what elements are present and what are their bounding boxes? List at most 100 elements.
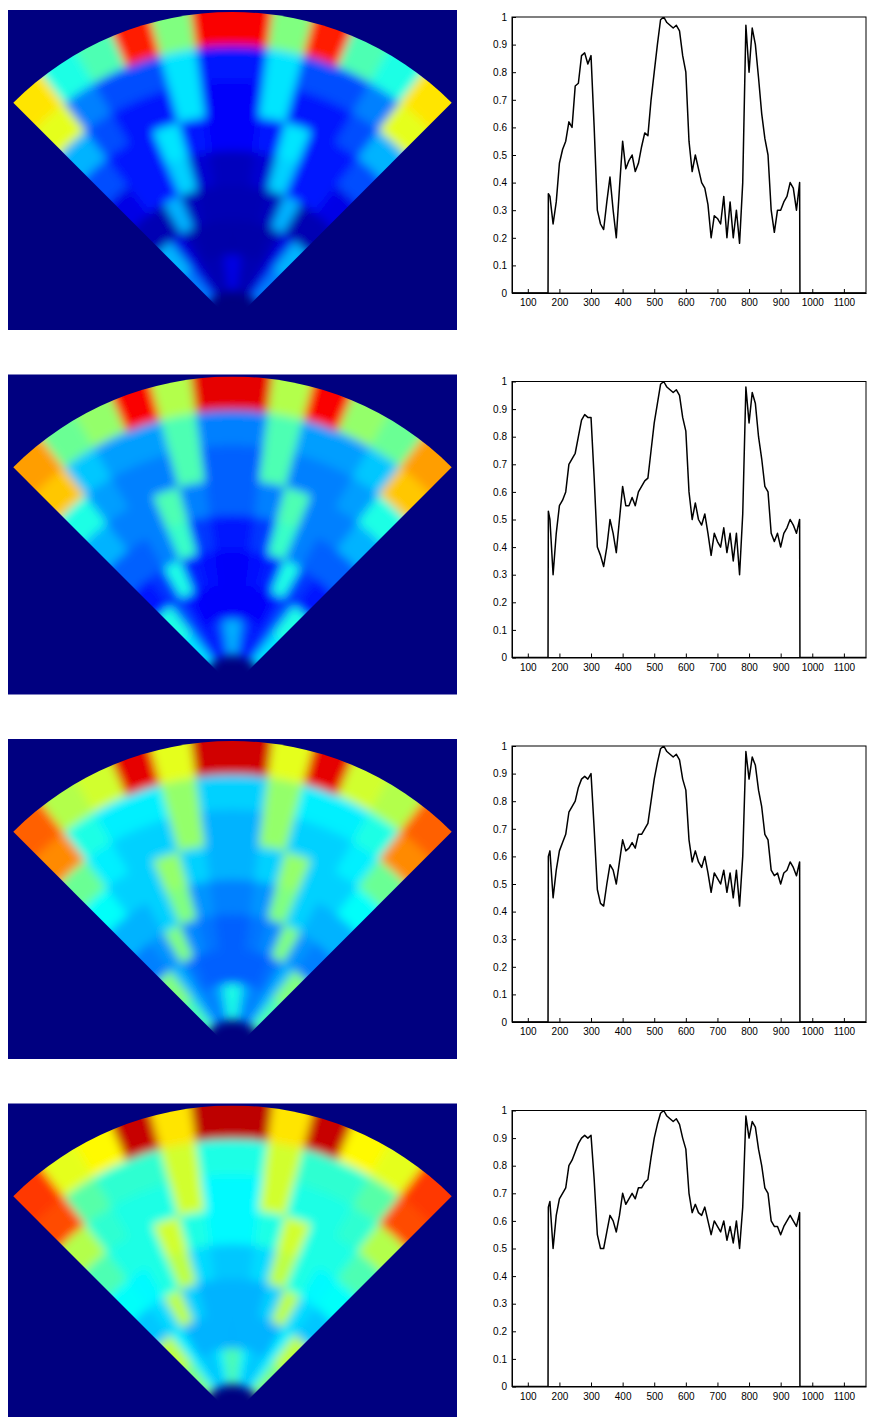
y-tick-label: 0.8 xyxy=(493,67,507,78)
y-tick-mark xyxy=(512,265,516,266)
y-tick-mark xyxy=(512,127,516,128)
y-tick: 0.3 xyxy=(493,934,516,945)
x-tick-label: 400 xyxy=(615,1026,632,1037)
heat-cell xyxy=(251,269,288,305)
y-tick: 0.2 xyxy=(493,1326,516,1337)
x-tick-mark xyxy=(749,654,750,658)
marks xyxy=(512,382,866,658)
y-axis: 00.10.20.30.40.50.60.70.80.91 xyxy=(493,741,516,1028)
heat-cell xyxy=(205,1209,233,1246)
y-tick: 0.8 xyxy=(493,431,516,442)
x-tick-mark xyxy=(749,1383,750,1387)
y-tick-mark xyxy=(512,547,516,548)
x-tick-mark xyxy=(591,1383,592,1387)
x-tick: 800 xyxy=(741,1018,758,1037)
image-background xyxy=(8,739,457,1059)
image-panel xyxy=(0,0,509,330)
x-tick-mark xyxy=(654,654,655,658)
y-tick-mark xyxy=(512,520,516,521)
x-tick-mark xyxy=(749,1018,750,1022)
heat-cell xyxy=(232,775,270,813)
y-tick-label: 0.6 xyxy=(493,1216,507,1227)
y-tick: 0.1 xyxy=(493,260,516,271)
x-axis-line xyxy=(513,1387,867,1388)
y-tick-label: 1 xyxy=(501,1105,507,1116)
y-tick: 0.9 xyxy=(493,1133,516,1144)
fan xyxy=(0,720,509,1034)
y-tick-label: 0.9 xyxy=(493,1133,507,1144)
x-tick-mark xyxy=(686,1383,687,1387)
x-tick: 900 xyxy=(773,289,790,308)
x-tick: 1000 xyxy=(802,1018,825,1037)
heat-cell xyxy=(315,186,376,248)
y-tick-label: 1 xyxy=(501,12,507,23)
x-axis: 10020030040050060070080090010001100 xyxy=(513,654,867,673)
x-tick: 400 xyxy=(615,1018,632,1037)
figure-canvas: 1002003004005006007008009001000110000.10… xyxy=(0,0,875,1417)
y-tick-label: 0.6 xyxy=(493,851,507,862)
x-tick-label: 200 xyxy=(552,1026,569,1037)
x-tick-mark xyxy=(844,654,845,658)
heat-cell xyxy=(210,880,233,917)
x-tick-mark xyxy=(654,289,655,293)
heat-cell xyxy=(188,355,233,413)
heat-cell xyxy=(272,1335,317,1380)
x-tick-mark xyxy=(528,654,529,658)
heat-cell xyxy=(294,1307,347,1360)
x-tick-label: 700 xyxy=(710,662,727,673)
x-tick-label: 500 xyxy=(646,1026,663,1037)
x-tick-mark xyxy=(812,1383,813,1387)
x-tick-label: 700 xyxy=(710,297,727,308)
y-tick-label: 1 xyxy=(501,741,507,752)
y-tick-label: 0 xyxy=(501,652,507,663)
heat-cell xyxy=(315,1279,376,1341)
y-tick-mark xyxy=(512,602,516,603)
x-tick-mark xyxy=(559,1018,560,1022)
x-tick-label: 900 xyxy=(773,1391,790,1402)
y-tick-label: 0.3 xyxy=(493,569,507,580)
figure: 1002003004005006007008009001000110000.10… xyxy=(0,0,875,1417)
x-tick-mark xyxy=(844,1018,845,1022)
heat-cell xyxy=(272,606,317,651)
y-tick-mark xyxy=(512,1221,516,1222)
x-tick: 300 xyxy=(583,289,600,308)
heat-cell xyxy=(219,1314,233,1350)
x-tick-label: 300 xyxy=(583,1026,600,1037)
x-tick: 500 xyxy=(646,654,663,673)
x-tick: 400 xyxy=(615,1383,632,1402)
profile-line xyxy=(512,17,866,293)
y-tick-mark xyxy=(512,72,516,73)
x-tick: 400 xyxy=(615,654,632,673)
x-tick-label: 100 xyxy=(520,1391,537,1402)
x-axis: 10020030040050060070080090010001100 xyxy=(513,1383,867,1402)
x-tick-label: 900 xyxy=(773,297,790,308)
y-tick-label: 0.4 xyxy=(493,542,507,553)
x-tick-label: 300 xyxy=(583,297,600,308)
y-tick-label: 0.4 xyxy=(493,906,507,917)
x-tick-label: 1100 xyxy=(834,1026,856,1037)
marks xyxy=(512,746,866,1022)
y-tick-label: 0.5 xyxy=(493,150,507,161)
y-tick-mark xyxy=(512,801,516,802)
image-panel xyxy=(0,720,509,1059)
y-tick: 0.6 xyxy=(493,122,516,133)
x-tick-label: 300 xyxy=(583,662,600,673)
x-tick: 700 xyxy=(710,1383,727,1402)
y-axis: 00.10.20.30.40.50.60.70.80.91 xyxy=(493,376,516,663)
x-tick-mark xyxy=(654,1383,655,1387)
y-tick-mark xyxy=(512,658,516,659)
y-tick-mark xyxy=(512,884,516,885)
y-tick-mark xyxy=(512,1166,516,1167)
x-tick-label: 1000 xyxy=(802,1391,825,1402)
plot-frame xyxy=(512,17,866,293)
line-panel: 1002003004005006007008009001000110000.10… xyxy=(493,12,866,308)
x-tick: 1000 xyxy=(802,1383,825,1402)
image-panel xyxy=(0,355,509,694)
x-tick: 500 xyxy=(646,1018,663,1037)
x-tick-label: 500 xyxy=(646,662,663,673)
heat-cell xyxy=(336,522,405,592)
x-tick: 200 xyxy=(552,1018,569,1037)
y-tick-mark xyxy=(512,183,516,184)
y-tick-label: 0.2 xyxy=(493,597,507,608)
heat-cell xyxy=(214,185,233,222)
